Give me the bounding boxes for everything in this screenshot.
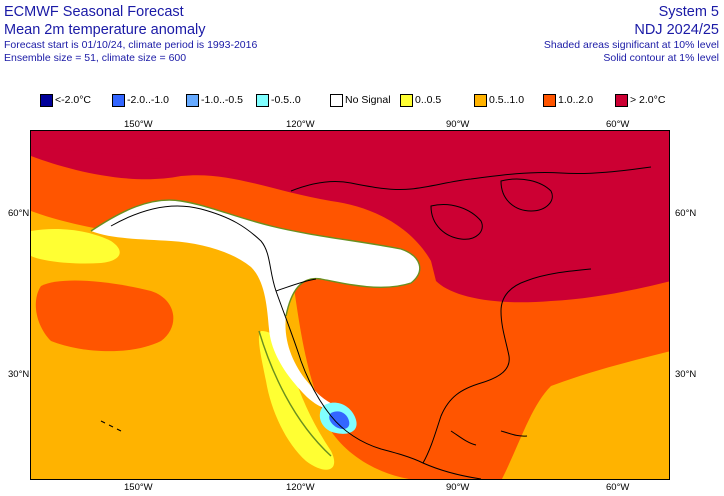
legend-label: No Signal [345, 94, 391, 106]
lat-label-right: 30°N [675, 369, 697, 380]
map-title: ECMWF Seasonal Forecast [4, 4, 184, 20]
legend-swatch [186, 93, 199, 107]
header-left: ECMWF Seasonal Forecast Mean 2m temperat… [4, 3, 257, 65]
lat-label-left: 60°N [8, 208, 30, 219]
anomaly-region-weak-warm [31, 229, 120, 264]
legend-label: -2.0..-1.0 [127, 94, 170, 106]
legend-label: 1.0..2.0 [558, 94, 594, 106]
lon-label-top: 60°W [606, 119, 630, 130]
legend-item: 0.5..1.0 [474, 92, 524, 108]
forecast-info: Forecast start is 01/10/24, climate peri… [4, 39, 258, 51]
legend-swatch [330, 93, 343, 107]
anomaly-map-svg [31, 131, 669, 479]
legend-item: 0..0.5 [400, 92, 441, 108]
legend-item: 1.0..2.0 [543, 92, 593, 108]
anomaly-region-cold [329, 411, 350, 429]
anomaly-region-weak-warm [258, 331, 335, 470]
legend-item: -0.5..0 [256, 92, 301, 108]
coastline [110, 205, 482, 479]
legend-label: 0..0.5 [415, 94, 442, 106]
significance-contour [258, 330, 332, 457]
legend-item: <-2.0°C [40, 92, 91, 108]
contour-note: Solid contour at 1% level [603, 52, 719, 64]
coastline [500, 178, 553, 212]
legend-item: > 2.0°C [615, 92, 665, 108]
coastline [275, 278, 317, 292]
coastline [100, 420, 122, 432]
lon-label-bottom: 120°W [286, 482, 315, 493]
legend-label: -0.5..0 [271, 94, 301, 106]
legend-label: 0.5..1.0 [489, 94, 525, 106]
legend-label: <-2.0°C [55, 94, 92, 106]
legend-swatch [112, 93, 125, 107]
lon-label-top: 150°W [124, 119, 153, 130]
legend-swatch [400, 93, 413, 107]
lon-label-top: 90°W [446, 119, 470, 130]
legend-swatch [40, 93, 53, 107]
anomaly-region-moderate [31, 211, 409, 479]
legend-item: -1.0..-0.5 [186, 92, 243, 108]
coastline [500, 430, 528, 437]
map-subtitle: Mean 2m temperature anomaly [4, 22, 206, 38]
lat-label-left: 30°N [8, 369, 30, 380]
anomaly-map [30, 130, 670, 480]
system-label: System 5 [658, 4, 719, 20]
ensemble-info: Ensemble size = 51, climate size = 600 [4, 52, 187, 64]
lon-label-bottom: 150°W [124, 482, 153, 493]
significance-contour [90, 199, 421, 317]
coastline [430, 204, 483, 240]
lon-label-bottom: 90°W [446, 482, 470, 493]
lat-label-right: 60°N [675, 208, 697, 219]
legend-swatch [474, 93, 487, 107]
lon-label-bottom: 60°W [606, 482, 630, 493]
legend-label: -1.0..-0.5 [201, 94, 244, 106]
anomaly-region-no-signal [91, 200, 420, 411]
significance-note: Shaded areas significant at 10% level [543, 39, 719, 51]
legend-item: No Signal [330, 92, 391, 108]
coastline [290, 166, 652, 192]
legend-item: -2.0..-1.0 [112, 92, 169, 108]
anomaly-region-moderate [501, 351, 669, 479]
coastline [450, 430, 477, 446]
coastline [422, 268, 592, 464]
anomaly-region-warm-blob [35, 280, 174, 352]
legend-swatch [543, 93, 556, 107]
legend-swatch [256, 93, 269, 107]
legend-swatch [615, 93, 628, 107]
legend-label: > 2.0°C [630, 94, 666, 106]
lon-label-top: 120°W [286, 119, 315, 130]
anomaly-region-very-warm [31, 131, 669, 279]
header-right: System 5 NDJ 2024/25 Shaded areas signif… [544, 3, 719, 65]
season-label: NDJ 2024/25 [634, 22, 719, 38]
